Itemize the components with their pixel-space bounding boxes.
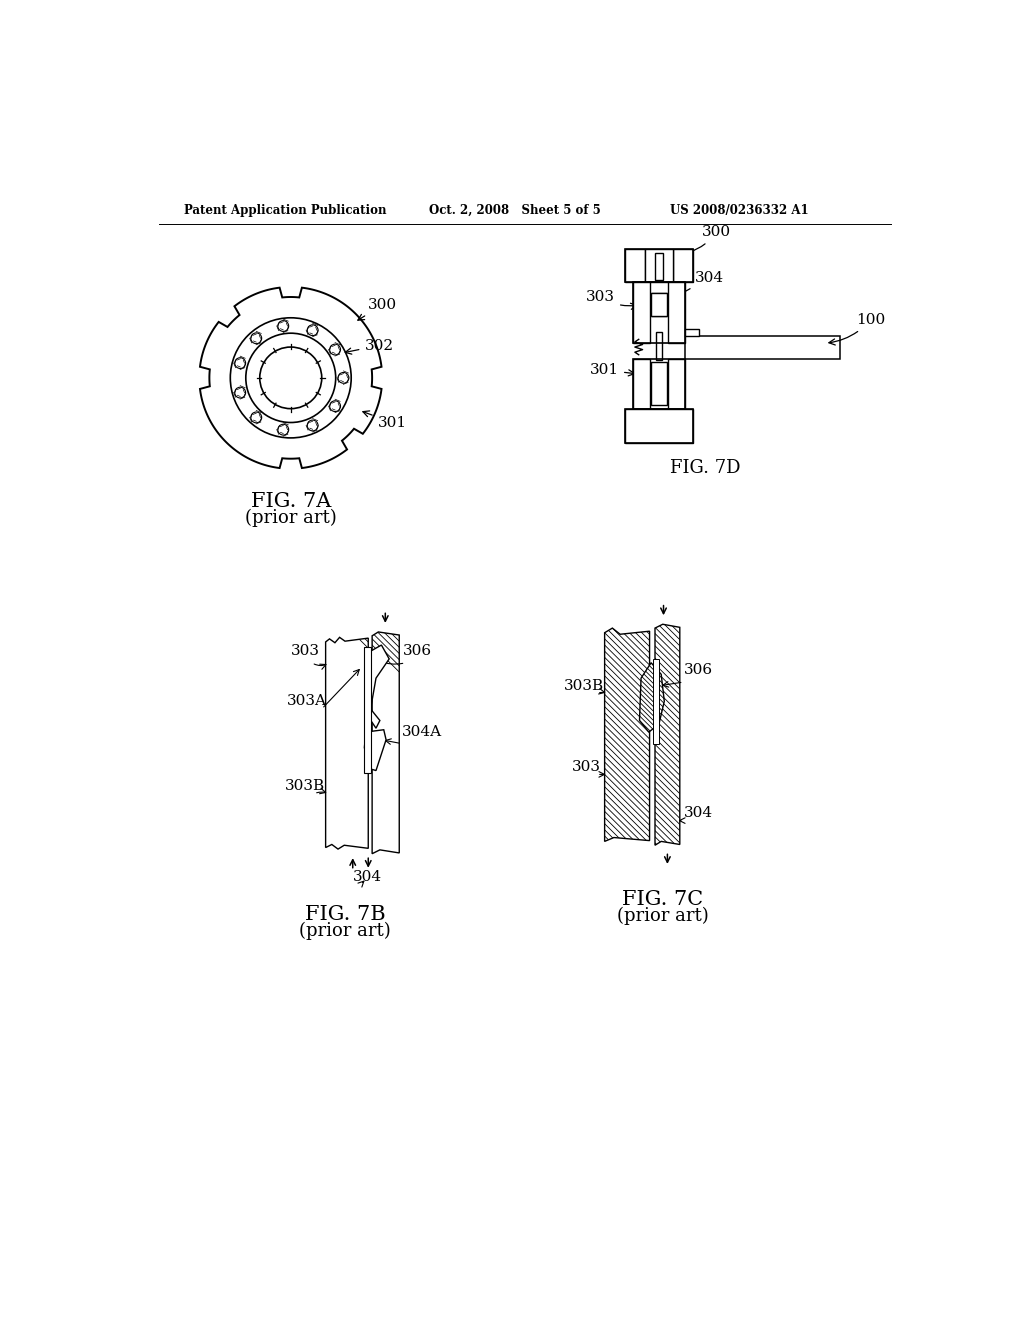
Bar: [645, 249, 673, 281]
Polygon shape: [669, 281, 685, 343]
Polygon shape: [655, 253, 663, 280]
Circle shape: [246, 333, 336, 422]
Polygon shape: [673, 249, 693, 281]
Polygon shape: [640, 663, 665, 733]
Text: Patent Application Publication: Patent Application Publication: [183, 205, 386, 218]
Text: 304: 304: [684, 805, 713, 820]
Bar: [625, 249, 693, 281]
Circle shape: [338, 372, 349, 383]
Circle shape: [260, 347, 322, 409]
Text: 304: 304: [672, 271, 724, 298]
Text: 303A: 303A: [287, 694, 327, 708]
Text: 300: 300: [671, 226, 731, 257]
Text: Oct. 2, 2008   Sheet 5 of 5: Oct. 2, 2008 Sheet 5 of 5: [429, 205, 600, 218]
Text: US 2008/0236332 A1: US 2008/0236332 A1: [671, 205, 809, 218]
Circle shape: [307, 325, 318, 335]
Polygon shape: [651, 293, 667, 317]
Polygon shape: [655, 624, 680, 845]
Text: 303: 303: [572, 759, 601, 774]
Bar: [649, 281, 669, 343]
Polygon shape: [372, 632, 399, 854]
Text: FIG. 7A: FIG. 7A: [251, 492, 331, 511]
Circle shape: [230, 318, 351, 438]
Polygon shape: [685, 335, 841, 359]
Circle shape: [251, 333, 262, 343]
Circle shape: [307, 420, 318, 430]
Text: 303B: 303B: [286, 779, 326, 793]
Polygon shape: [655, 331, 662, 360]
Polygon shape: [653, 659, 658, 743]
Bar: [633, 281, 685, 343]
Polygon shape: [625, 409, 693, 444]
Polygon shape: [326, 638, 369, 849]
Polygon shape: [651, 293, 667, 317]
Text: 100: 100: [828, 313, 885, 345]
Text: (prior art): (prior art): [299, 923, 391, 940]
Text: 301: 301: [590, 363, 635, 378]
Text: 303: 303: [586, 290, 637, 309]
Text: 303: 303: [291, 644, 319, 659]
Circle shape: [234, 387, 246, 399]
Polygon shape: [633, 281, 649, 343]
Text: 304A: 304A: [401, 725, 441, 739]
Bar: [633, 359, 685, 409]
Polygon shape: [685, 330, 699, 335]
Polygon shape: [365, 647, 371, 774]
Circle shape: [251, 412, 262, 422]
Bar: [625, 409, 693, 444]
Text: FIG. 7B: FIG. 7B: [305, 906, 385, 924]
Text: (prior art): (prior art): [245, 508, 337, 527]
Polygon shape: [651, 363, 667, 405]
Text: 301: 301: [362, 411, 407, 429]
Polygon shape: [633, 359, 649, 409]
Text: 306: 306: [403, 644, 432, 659]
Polygon shape: [604, 628, 649, 841]
Polygon shape: [625, 249, 645, 281]
Circle shape: [234, 358, 246, 368]
Circle shape: [278, 424, 289, 436]
Text: 302: 302: [345, 338, 393, 354]
Circle shape: [330, 401, 341, 412]
Text: FIG. 7C: FIG. 7C: [623, 890, 703, 909]
Text: (prior art): (prior art): [616, 907, 709, 925]
Text: 306: 306: [684, 664, 713, 677]
Polygon shape: [369, 645, 389, 729]
Circle shape: [330, 345, 341, 355]
Text: FIG. 7D: FIG. 7D: [670, 459, 740, 477]
Polygon shape: [669, 359, 685, 409]
Polygon shape: [200, 288, 382, 469]
Text: 304: 304: [352, 870, 382, 883]
Text: 300: 300: [357, 298, 397, 321]
Text: 303B: 303B: [564, 678, 604, 693]
Polygon shape: [365, 730, 386, 771]
Circle shape: [278, 321, 289, 331]
